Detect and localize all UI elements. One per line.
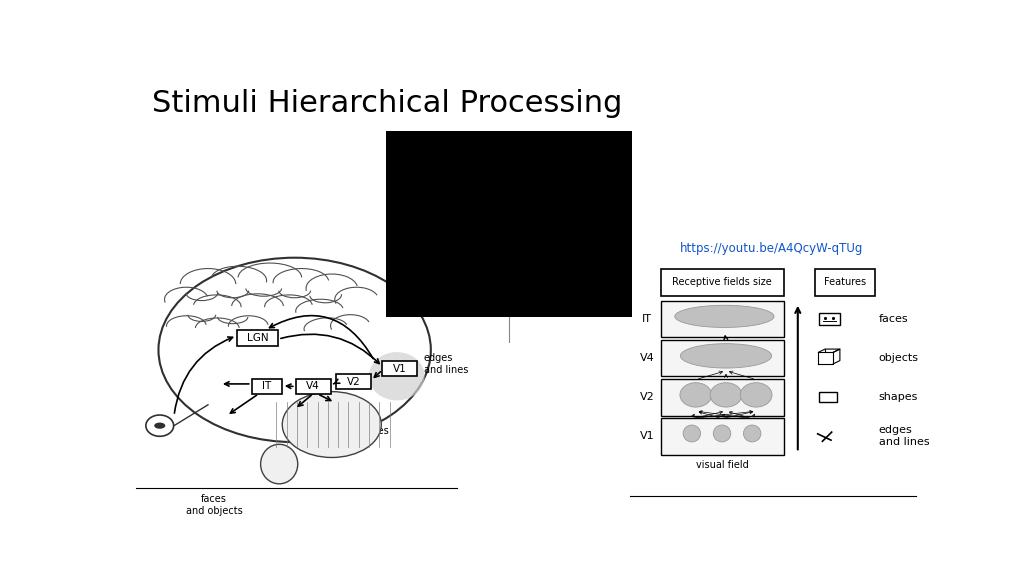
Text: V4: V4 (306, 381, 321, 391)
Ellipse shape (743, 425, 761, 442)
Bar (660, 268, 783, 296)
Bar (296, 378, 331, 393)
Bar (660, 378, 783, 415)
Bar (237, 330, 279, 346)
Text: edges
and lines: edges and lines (424, 353, 468, 375)
Text: V1: V1 (393, 363, 407, 374)
Text: faces: faces (879, 314, 908, 324)
Bar (386, 131, 632, 317)
Circle shape (155, 423, 165, 429)
Ellipse shape (714, 425, 731, 442)
Ellipse shape (159, 257, 431, 442)
Bar (660, 418, 783, 454)
Text: V1: V1 (640, 431, 654, 441)
Ellipse shape (369, 352, 425, 400)
Ellipse shape (261, 444, 298, 484)
Text: faces
and objects: faces and objects (185, 494, 243, 516)
Text: objects: objects (879, 353, 919, 363)
Text: V4: V4 (640, 353, 654, 363)
Bar (252, 378, 282, 393)
Text: edges
and lines: edges and lines (879, 425, 930, 448)
Ellipse shape (680, 382, 712, 407)
Text: https://youtu.be/A4QcyW-qTUg: https://youtu.be/A4QcyW-qTUg (680, 242, 863, 255)
Text: Features: Features (824, 278, 866, 287)
Ellipse shape (740, 382, 772, 407)
Ellipse shape (680, 344, 772, 368)
Ellipse shape (283, 392, 381, 457)
Ellipse shape (710, 382, 741, 407)
Text: shapes: shapes (354, 426, 389, 436)
Bar (815, 268, 874, 296)
Bar (660, 340, 783, 377)
Ellipse shape (683, 425, 700, 442)
Bar (336, 374, 371, 389)
Text: Receptive fields size: Receptive fields size (672, 278, 772, 287)
Text: Stimuli Hierarchical Processing: Stimuli Hierarchical Processing (152, 89, 623, 118)
Text: V2: V2 (346, 377, 360, 386)
Ellipse shape (675, 305, 774, 328)
Bar (382, 361, 418, 376)
Text: LGN: LGN (247, 333, 268, 343)
Bar (819, 392, 837, 402)
Bar (660, 301, 783, 338)
Text: IT: IT (262, 381, 271, 391)
Text: visual field: visual field (695, 460, 749, 470)
Text: shapes: shapes (879, 392, 919, 402)
Bar (819, 313, 840, 325)
Text: IT: IT (642, 314, 652, 324)
Text: V2: V2 (640, 392, 654, 402)
